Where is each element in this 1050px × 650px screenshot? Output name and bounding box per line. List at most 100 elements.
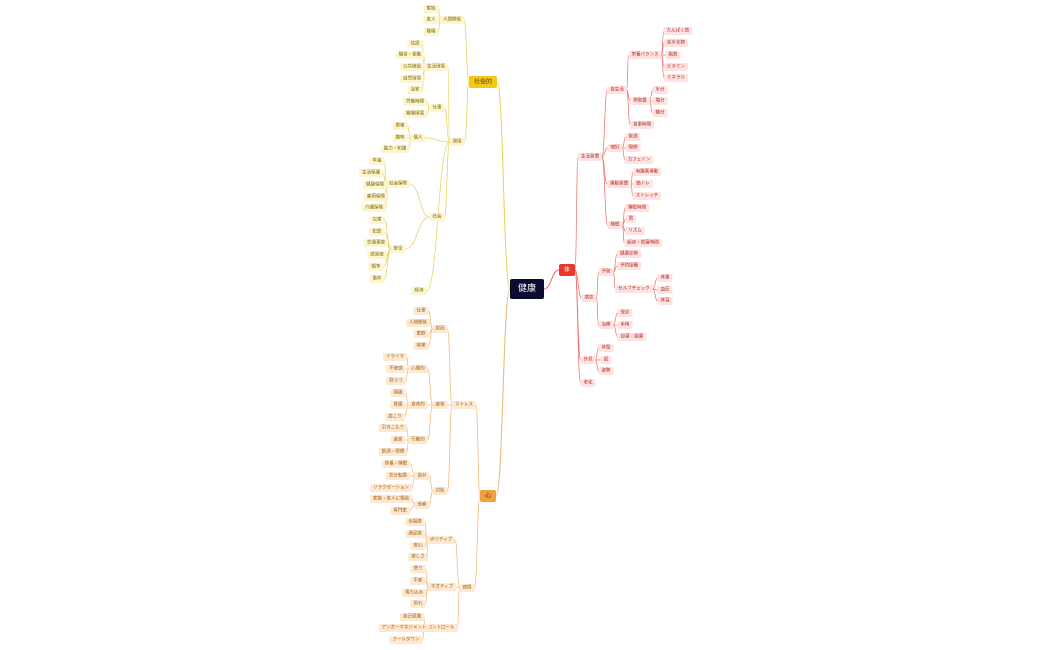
node-label: 抑うつ <box>389 377 403 384</box>
node-label: たんぱく質 <box>667 27 690 34</box>
node: 仕事 <box>413 307 429 315</box>
node: 心理的 <box>408 365 428 373</box>
node-label: 経済 <box>415 287 424 294</box>
link <box>622 147 626 161</box>
node-box <box>395 51 425 59</box>
node: カフェイン <box>624 156 654 164</box>
node-box <box>617 250 641 258</box>
node-box <box>429 104 445 112</box>
link <box>405 392 409 406</box>
node: 趣味 <box>392 134 408 142</box>
node-box <box>369 216 385 224</box>
node-label: 心理的 <box>411 365 425 372</box>
node-label: 過食 <box>394 436 403 443</box>
node: 行動的 <box>408 436 428 444</box>
node-label: ストレス <box>455 402 473 408</box>
node-box <box>617 321 633 329</box>
node-label: 家族 <box>427 5 436 12</box>
node: 感情 <box>459 584 475 592</box>
node: 生活環境 <box>424 63 448 71</box>
node: 質 <box>625 215 637 223</box>
node-box <box>578 153 602 161</box>
node: 資格 <box>392 122 408 130</box>
node: 受診 <box>617 309 633 317</box>
link <box>447 328 453 406</box>
node: 治療 <box>598 321 614 329</box>
node-label: 受診 <box>621 309 630 316</box>
node-box <box>664 63 688 71</box>
link <box>626 89 631 126</box>
node: 外見 <box>580 356 596 364</box>
node-label: 安全 <box>394 245 403 252</box>
node-box <box>414 501 430 509</box>
node-label: 治療 <box>602 321 611 328</box>
node: 飲酒 <box>625 133 641 141</box>
node-label: 心 <box>485 493 491 500</box>
node-label: 自己認識 <box>403 613 421 620</box>
node: 労働時間 <box>403 98 427 106</box>
node: 自己認識 <box>400 613 424 621</box>
node: 交通事故 <box>364 239 388 247</box>
link <box>596 297 599 326</box>
node-label: 満足感 <box>408 530 422 537</box>
node-box <box>392 134 408 142</box>
node-box <box>632 192 662 200</box>
link <box>596 271 599 299</box>
node: 健康診断 <box>617 250 641 258</box>
node: 食事時間 <box>630 121 654 129</box>
node: 介護保険 <box>362 204 386 212</box>
node: 肌 <box>600 356 612 364</box>
node-label: 生活習慣 <box>581 153 599 160</box>
node-box <box>410 600 426 608</box>
node-box <box>657 297 673 305</box>
node-box <box>386 377 406 385</box>
node: 胃痛 <box>390 401 406 409</box>
node-box <box>407 40 423 48</box>
link <box>595 359 599 372</box>
link <box>410 463 415 477</box>
node-box <box>617 309 633 317</box>
link <box>574 269 581 384</box>
node-label: 飲酒・喫煙 <box>382 448 405 455</box>
node-box <box>625 215 637 223</box>
node-box <box>624 239 662 247</box>
node-box <box>652 109 668 117</box>
link <box>574 156 579 271</box>
node-label: 社会的 <box>474 78 492 86</box>
link <box>601 156 608 226</box>
node-box <box>392 122 408 130</box>
node: 過食 <box>390 436 406 444</box>
link <box>405 216 430 250</box>
node-box <box>581 294 597 302</box>
node-box <box>598 367 614 375</box>
node-box <box>381 460 411 468</box>
node-label: ビタミン <box>667 63 685 70</box>
node: 筋トレ <box>633 180 653 188</box>
node: 専門家 <box>390 507 410 515</box>
node-box <box>558 264 576 276</box>
node-box <box>390 401 406 409</box>
node: 生活習慣 <box>578 153 602 161</box>
node-box <box>426 536 456 544</box>
link <box>495 288 511 497</box>
node-label: 感染症 <box>370 251 384 258</box>
node: 雇用保険 <box>364 193 388 201</box>
node-label: 交通事故 <box>367 239 385 246</box>
node-box <box>424 63 448 71</box>
node: 睡眠時間 <box>625 204 649 212</box>
node: 戦争 <box>368 263 384 271</box>
link <box>406 427 409 441</box>
node-box <box>367 251 387 259</box>
node-box <box>580 356 596 364</box>
node-label: 起床・就寝時間 <box>627 239 659 246</box>
link <box>447 66 450 143</box>
node-label: 健康保険 <box>366 181 384 188</box>
node: 体温 <box>657 297 673 305</box>
node: 頭痛 <box>390 389 406 397</box>
node: 他者 <box>414 501 430 509</box>
node: 安全 <box>390 245 406 253</box>
node-box <box>600 356 612 364</box>
node-label: 安心 <box>414 542 423 549</box>
link <box>444 141 450 218</box>
